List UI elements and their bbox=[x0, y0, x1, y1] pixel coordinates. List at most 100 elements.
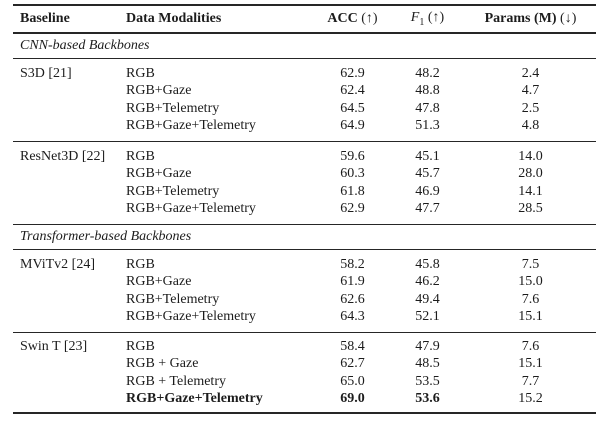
acc-cell: 58.4 bbox=[340, 338, 365, 354]
modality-cell: RGB+Gaze bbox=[126, 166, 192, 181]
baseline-cell: ResNet3D [22] bbox=[20, 148, 106, 164]
up-arrow-icon: (↑) bbox=[427, 10, 445, 26]
column-header-acc: ACC (↑) bbox=[315, 11, 390, 27]
column-header-f1: F1 (↑) bbox=[390, 10, 465, 28]
spacer bbox=[13, 165, 126, 183]
params-cell: 15.1 bbox=[518, 309, 543, 324]
f1-cell: 47.8 bbox=[415, 100, 440, 116]
table-header-row: Baseline Data Modalities ACC (↑) F1 (↑) … bbox=[13, 6, 596, 32]
f1-cell: 52.1 bbox=[415, 309, 440, 324]
group-resnet3d: ResNet3D [22] RGB 59.6 45.1 14.0 RGB+Gaz… bbox=[13, 142, 596, 224]
spacer bbox=[13, 200, 126, 218]
acc-cell: 64.9 bbox=[340, 118, 365, 133]
acc-cell-best: 69.0 bbox=[340, 391, 365, 406]
f1-cell: 53.5 bbox=[415, 373, 440, 389]
section-title-cnn: CNN-based Backbones bbox=[20, 37, 150, 53]
params-cell: 2.4 bbox=[521, 65, 540, 81]
acc-cell: 61.8 bbox=[340, 183, 365, 199]
spacer bbox=[13, 308, 126, 326]
table-bottom-rule bbox=[13, 411, 596, 414]
results-table: Baseline Data Modalities ACC (↑) F1 (↑) … bbox=[13, 4, 596, 414]
spacer bbox=[13, 183, 126, 201]
modality-cell: RGB+Gaze+Telemetry bbox=[126, 118, 256, 133]
f1-cell: 48.5 bbox=[415, 356, 440, 371]
group-swint: Swin T [23] RGB 58.4 47.9 7.6 RGB + Gaze… bbox=[13, 333, 596, 412]
baseline-cell: MViTv2 [24] bbox=[20, 256, 95, 272]
f1-cell: 51.3 bbox=[415, 118, 440, 133]
spacer bbox=[13, 390, 126, 408]
f1-subscript: 1 bbox=[419, 16, 425, 28]
column-header-params: Params (M) (↓) bbox=[465, 11, 596, 27]
acc-cell: 62.7 bbox=[340, 356, 365, 371]
params-cell: 7.5 bbox=[521, 256, 540, 272]
f1-cell: 48.8 bbox=[415, 83, 440, 98]
baseline-cell: S3D [21] bbox=[20, 65, 72, 81]
acc-cell: 62.9 bbox=[340, 65, 365, 81]
table-top-rule bbox=[13, 4, 596, 6]
f1-cell: 45.1 bbox=[415, 148, 440, 164]
params-cell: 14.0 bbox=[518, 148, 543, 164]
f1-cell: 47.7 bbox=[415, 201, 440, 216]
f1-cell-best: 53.6 bbox=[415, 391, 440, 406]
modality-cell-best: RGB+Gaze+Telemetry bbox=[126, 391, 263, 406]
modality-cell: RGB bbox=[126, 65, 155, 81]
modality-cell: RGB+Telemetry bbox=[126, 100, 220, 116]
down-arrow-icon: (↓) bbox=[560, 11, 577, 26]
params-cell: 15.2 bbox=[518, 391, 543, 406]
spacer bbox=[13, 355, 126, 373]
spacer bbox=[13, 100, 126, 118]
f1-cell: 45.8 bbox=[415, 256, 440, 272]
acc-cell: 61.9 bbox=[340, 274, 365, 289]
acc-cell: 64.3 bbox=[340, 309, 365, 324]
modality-cell: RGB bbox=[126, 148, 155, 164]
header-divider bbox=[13, 32, 596, 34]
acc-label: ACC bbox=[327, 11, 358, 26]
modality-cell: RGB+Gaze bbox=[126, 274, 192, 289]
acc-cell: 62.6 bbox=[340, 291, 365, 307]
baseline-cell: Swin T [23] bbox=[20, 338, 88, 354]
params-cell: 14.1 bbox=[518, 183, 543, 199]
spacer bbox=[13, 373, 126, 391]
params-cell: 4.7 bbox=[521, 83, 540, 98]
params-cell: 28.0 bbox=[518, 166, 543, 181]
f1-cell: 45.7 bbox=[415, 166, 440, 181]
params-cell: 15.1 bbox=[518, 356, 543, 371]
modality-cell: RGB + Telemetry bbox=[126, 373, 226, 389]
f1-label: F bbox=[410, 10, 420, 26]
f1-cell: 48.2 bbox=[415, 65, 440, 81]
modality-cell: RGB+Gaze+Telemetry bbox=[126, 309, 256, 324]
modality-cell: RGB bbox=[126, 338, 155, 354]
group-mvitv2: MViTv2 [24] RGB 58.2 45.8 7.5 RGB+Gaze 6… bbox=[13, 250, 596, 332]
section-divider bbox=[13, 223, 596, 225]
params-cell: 15.0 bbox=[518, 274, 543, 289]
column-header-modalities: Data Modalities bbox=[126, 11, 222, 26]
f1-cell: 49.4 bbox=[415, 291, 440, 307]
acc-cell: 62.9 bbox=[340, 201, 365, 216]
divider bbox=[13, 140, 596, 142]
divider bbox=[13, 57, 596, 59]
acc-cell: 60.3 bbox=[340, 166, 365, 181]
f1-cell: 47.9 bbox=[415, 338, 440, 354]
f1-cell: 46.9 bbox=[415, 183, 440, 199]
spacer bbox=[13, 291, 126, 309]
modality-cell: RGB bbox=[126, 256, 155, 272]
modality-cell: RGB+Gaze+Telemetry bbox=[126, 201, 256, 216]
modality-cell: RGB+Gaze bbox=[126, 83, 192, 98]
up-arrow-icon: (↑) bbox=[361, 11, 378, 26]
modality-cell: RGB + Gaze bbox=[126, 356, 199, 371]
acc-cell: 64.5 bbox=[340, 100, 365, 116]
acc-cell: 59.6 bbox=[340, 148, 365, 164]
acc-cell: 58.2 bbox=[340, 256, 365, 272]
params-label: Params (M) bbox=[484, 11, 557, 26]
acc-cell: 62.4 bbox=[340, 83, 365, 98]
acc-cell: 65.0 bbox=[340, 373, 365, 389]
modality-cell: RGB+Telemetry bbox=[126, 291, 220, 307]
spacer bbox=[13, 117, 126, 135]
divider bbox=[13, 331, 596, 333]
params-cell: 7.6 bbox=[521, 291, 540, 307]
params-cell: 7.7 bbox=[521, 373, 540, 389]
params-cell: 4.8 bbox=[521, 118, 540, 133]
section-title-transformer: Transformer-based Backbones bbox=[20, 228, 192, 244]
params-cell: 2.5 bbox=[521, 100, 540, 116]
